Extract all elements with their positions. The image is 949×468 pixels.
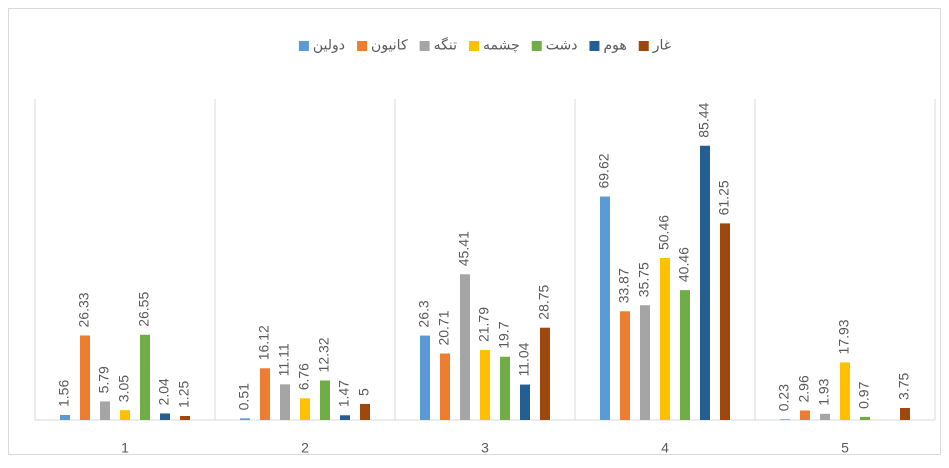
bar: [60, 414, 70, 420]
bar: [700, 145, 710, 420]
legend-label: دولین: [313, 37, 345, 54]
chart-frame: [8, 8, 941, 455]
legend-item: چشمه: [468, 37, 520, 54]
bar: [780, 419, 790, 420]
legend-item: دولین: [298, 37, 345, 54]
bar: [520, 384, 530, 420]
data-label: 12.32: [316, 337, 332, 372]
bar: [320, 380, 330, 420]
data-label: 11.04: [516, 342, 532, 376]
bar: [420, 335, 430, 420]
bar: [360, 403, 370, 420]
data-label: 0.51: [236, 383, 252, 410]
bar: [820, 413, 830, 420]
legend-item: هوم: [589, 37, 627, 54]
bar: [340, 415, 350, 420]
bar: [660, 258, 670, 420]
bar: [160, 413, 170, 420]
x-tick-label: 1: [121, 440, 129, 456]
bar: [640, 305, 650, 420]
legend-item: دشت: [531, 37, 578, 53]
data-label: 5: [356, 388, 372, 396]
bar: [440, 353, 450, 420]
data-label: 0.23: [776, 384, 792, 411]
legend-item: تنگه: [419, 37, 457, 53]
data-label: 26.3: [416, 300, 432, 327]
data-label: 1.93: [816, 378, 832, 405]
data-label: 2.96: [796, 375, 812, 402]
legend-label: غار: [652, 37, 671, 54]
data-label: 85.44: [696, 102, 712, 137]
bar: [100, 401, 110, 420]
legend-swatch: [419, 41, 430, 51]
legend-swatch: [357, 41, 368, 51]
bar: [240, 418, 250, 420]
data-label: 2.04: [156, 378, 172, 405]
bar: [180, 415, 190, 420]
data-label: 17.93: [836, 319, 852, 354]
data-label: 69.62: [596, 153, 612, 188]
data-label: 1.56: [56, 380, 72, 407]
legend-label: تنگه: [434, 37, 457, 53]
x-tick-label: 5: [841, 440, 849, 456]
data-label: 5.79: [96, 366, 112, 393]
legend-item: غار: [638, 37, 671, 54]
bar: [620, 311, 630, 420]
bar: [900, 407, 910, 420]
data-label: 0.97: [856, 381, 872, 408]
legend-swatch: [589, 41, 600, 51]
bar: [720, 223, 730, 420]
legend-label: هوم: [603, 37, 626, 54]
x-tick-label: 3: [481, 440, 489, 456]
data-label: 21.79: [476, 307, 492, 342]
data-label: 11.11: [276, 343, 292, 376]
data-label: 40.46: [676, 247, 692, 282]
data-label: 61.25: [716, 180, 732, 215]
bar: [120, 410, 130, 420]
bar: [860, 416, 870, 420]
legend-swatch: [638, 41, 649, 51]
data-label: 20.71: [436, 310, 452, 345]
data-label: 35.75: [636, 262, 652, 297]
data-label: 6.76: [296, 363, 312, 390]
bar: [540, 327, 550, 420]
data-label: 28.75: [536, 284, 552, 319]
legend-label: کانیون: [371, 37, 408, 54]
bar: [80, 335, 90, 420]
data-label: 1.25: [176, 381, 192, 408]
legend-label: دشت: [546, 37, 578, 53]
x-tick-label: 2: [301, 440, 309, 456]
x-tick-label: 4: [661, 440, 669, 456]
data-label: 33.87: [616, 268, 632, 303]
data-label: 50.46: [656, 215, 672, 250]
bar: [460, 274, 470, 420]
bar: [260, 368, 270, 420]
data-label: 26.55: [136, 292, 152, 327]
data-label: 1.47: [336, 380, 352, 407]
data-label: 16.12: [256, 325, 272, 360]
bar: [480, 350, 490, 420]
bar: [600, 196, 610, 420]
legend-swatch: [468, 41, 479, 51]
data-label: 45.41: [456, 231, 472, 266]
legend: دولین کانیون تنگه چشمه دشت هوم غار: [298, 37, 671, 54]
legend-swatch: [531, 41, 542, 51]
bar: [500, 356, 510, 420]
bar: [680, 290, 690, 420]
data-label: 3.05: [116, 375, 132, 402]
legend-label: چشمه: [483, 37, 520, 54]
bar: [280, 384, 290, 420]
bar: [800, 410, 810, 420]
legend-item: کانیون: [357, 37, 408, 54]
data-label: 19.7: [496, 321, 512, 348]
data-label: 26.33: [76, 292, 92, 327]
data-label: 3.75: [896, 373, 912, 400]
bar: [140, 334, 150, 420]
bar: [300, 398, 310, 420]
legend-swatch: [298, 41, 309, 51]
bar: [840, 362, 850, 420]
